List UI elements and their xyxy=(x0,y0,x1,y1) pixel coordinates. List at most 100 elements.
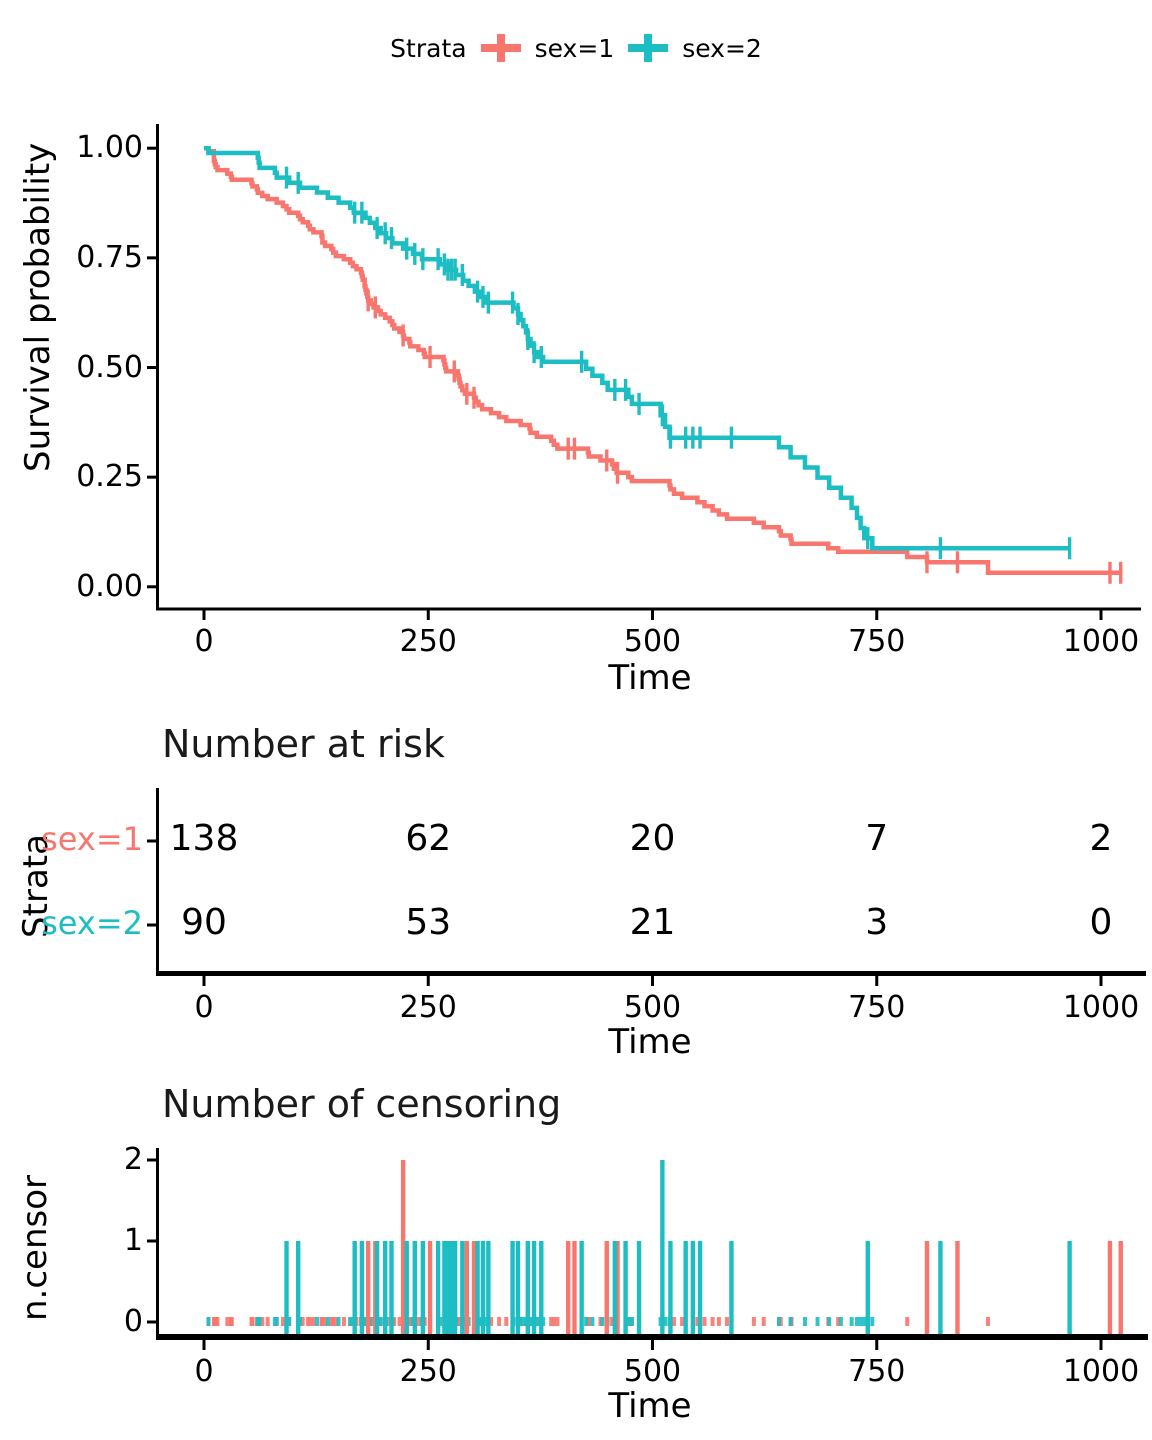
censor-bar-sex2 xyxy=(531,1241,537,1334)
censor-cross-sex2 xyxy=(481,285,485,308)
censor-cross-sex1 xyxy=(1119,561,1123,584)
censor-cross-sex2 xyxy=(449,258,454,281)
censor-x-tick xyxy=(875,1340,879,1350)
censor-bar-sex1 xyxy=(464,1241,470,1334)
censor-cross-sex2 xyxy=(383,222,387,245)
censor-rug-sex2 xyxy=(478,1317,483,1326)
censor-cross-sex2 xyxy=(460,263,465,286)
risk-x-tick xyxy=(202,976,206,986)
censor-rug-sex1 xyxy=(724,1317,729,1326)
censor-bar-sex2 xyxy=(284,1241,289,1334)
censor-bar-sex2 xyxy=(404,1241,409,1334)
censor-rug-sex2 xyxy=(590,1317,595,1326)
censor-cross-sex2 xyxy=(360,201,364,224)
censor-bar-sex1 xyxy=(615,1241,620,1334)
main-x-tick xyxy=(426,610,430,620)
censor-rug-sex1 xyxy=(333,1317,338,1326)
censor-bar-sex2 xyxy=(515,1241,521,1334)
censor-rug-sex2 xyxy=(827,1317,832,1326)
censor-bar-sex1 xyxy=(604,1241,609,1334)
risk-count: 90 xyxy=(181,902,227,943)
censor-cross-sex1 xyxy=(605,449,609,472)
censor-cross-sex2 xyxy=(637,392,641,415)
censor-bar-sex2 xyxy=(510,1241,515,1334)
censor-rug-sex1 xyxy=(280,1317,285,1326)
main-y-tick xyxy=(147,146,157,150)
censor-bar-sex2 xyxy=(697,1241,703,1334)
censor-bar-sex2 xyxy=(486,1241,491,1334)
risk-x-tick xyxy=(875,976,879,986)
censor-bar-sex2 xyxy=(729,1241,734,1334)
main-y-tick-label: 0.75 xyxy=(76,239,143,275)
censor-rug-sex2 xyxy=(802,1317,807,1326)
censor-bar-sex2 xyxy=(480,1241,486,1334)
censor-cross-sex1 xyxy=(401,324,405,347)
risk-count: 0 xyxy=(1089,902,1113,943)
censor-bar-sex2 xyxy=(539,1241,544,1334)
main-x-tick-label: 250 xyxy=(399,624,457,659)
censor-rug-sex1 xyxy=(489,1317,494,1326)
censor-cross-sex1 xyxy=(465,382,469,405)
censor-bar-sex2 xyxy=(579,1241,584,1334)
censor-cross-sex2 xyxy=(352,201,357,224)
censor-bar-sex1 xyxy=(924,1241,930,1334)
censor-cross-sex1 xyxy=(452,360,456,383)
censor-rug-sex2 xyxy=(315,1317,320,1326)
censor-x-tick-label: 0 xyxy=(194,1354,214,1389)
main-y-tick-label: 0.00 xyxy=(76,568,143,604)
censor-rug-sex1 xyxy=(695,1317,700,1326)
km-curve-sex1 xyxy=(204,145,1121,576)
censor-bar-sex2 xyxy=(475,1241,480,1334)
main-y-tick xyxy=(147,256,157,260)
main-x-axis-title: Time xyxy=(608,658,692,698)
censor-rug-sex1 xyxy=(586,1317,591,1326)
censor-bar-sex2 xyxy=(690,1241,696,1334)
censor-rug-sex2 xyxy=(348,1317,353,1326)
censor-bar-sex2 xyxy=(442,1241,447,1334)
censor-rug-sex1 xyxy=(265,1317,270,1326)
censor-bar-sex2 xyxy=(445,1241,451,1334)
risk-row-label-sex1: sex=1 xyxy=(41,820,143,858)
censor-cross-sex1 xyxy=(615,461,620,484)
censor-cross-sex2 xyxy=(539,345,543,368)
censor-bar-sex2 xyxy=(374,1241,380,1334)
censor-rug-sex1 xyxy=(985,1317,990,1326)
censor-bar-sex2 xyxy=(449,1241,454,1334)
main-y-axis-line xyxy=(156,124,159,610)
risk-count: 62 xyxy=(405,818,452,859)
risk-row-tick xyxy=(147,923,157,927)
censor-bar-sex2 xyxy=(525,1241,531,1334)
legend-items: sex=1 sex=2 xyxy=(480,33,762,63)
main-x-tick-label: 0 xyxy=(194,624,214,659)
censor-rug-sex2 xyxy=(528,1317,533,1326)
legend-key-sex2 xyxy=(628,33,669,63)
censor-rug-sex2 xyxy=(815,1317,820,1326)
censor-rug-sex1 xyxy=(397,1317,402,1326)
legend-key-vline xyxy=(496,34,505,62)
censor-rug-sex2 xyxy=(518,1317,523,1326)
censor-rug-sex2 xyxy=(629,1317,634,1326)
legend-label-sex2: sex=2 xyxy=(682,33,762,63)
risk-x-tick-label: 250 xyxy=(399,990,457,1025)
censor-rug-sex1 xyxy=(504,1317,509,1326)
censor-cross-sex2 xyxy=(683,426,688,449)
censor-cross-sex1 xyxy=(373,296,378,319)
censor-cross-sex2 xyxy=(475,280,480,303)
censor-rug-sex2 xyxy=(535,1317,540,1326)
censor-cross-sex2 xyxy=(938,537,943,560)
censor-bar-sex1 xyxy=(365,1241,371,1334)
censor-bar-sex2 xyxy=(382,1241,388,1334)
censor-rug-sex2 xyxy=(788,1317,793,1326)
main-x-tick-label: 1000 xyxy=(1062,624,1140,659)
censor-rug-sex1 xyxy=(702,1317,707,1326)
censor-rug-sex1 xyxy=(229,1317,234,1326)
censor-bar-sex2 xyxy=(938,1241,943,1334)
censor-rug-sex1 xyxy=(672,1317,677,1326)
censor-bar-sex2 xyxy=(389,1241,394,1334)
censor-cross-sex2 xyxy=(1067,537,1072,560)
censor-rug-sex1 xyxy=(307,1317,312,1326)
risk-x-tick xyxy=(426,976,430,986)
censor-cross-sex2 xyxy=(526,327,530,350)
censor-rug-sex2 xyxy=(287,1317,292,1326)
